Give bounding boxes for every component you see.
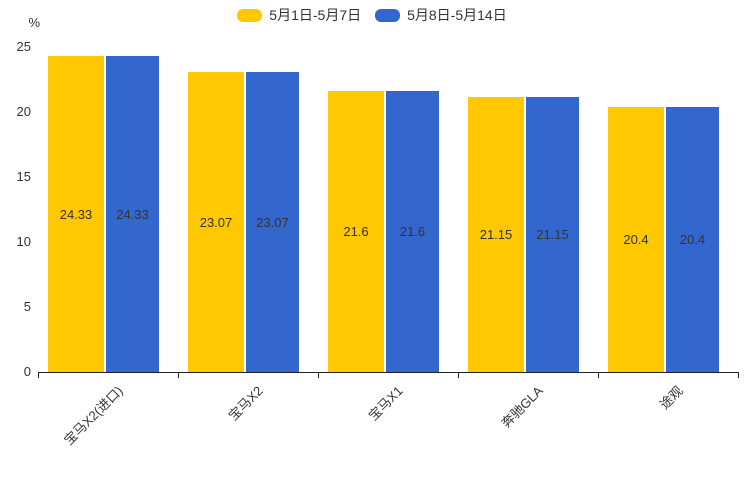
x-category-label: 奔驰GLA (498, 383, 546, 431)
bar-value-label: 21.15 (479, 227, 513, 242)
bar-week1[interactable]: 23.07 (188, 72, 244, 372)
x-axis-tick (458, 372, 459, 378)
bar-week2[interactable]: 21.15 (526, 97, 579, 372)
bar-value-label: 23.07 (199, 214, 233, 230)
y-axis-unit-label: % (28, 15, 40, 30)
bar-value-label: 20.4 (679, 232, 706, 247)
legend-label-week1: 5月1日-5月7日 (269, 7, 362, 23)
bar-week1[interactable]: 24.33 (48, 56, 104, 372)
bar-value-label: 20.4 (623, 232, 649, 247)
y-tick-label: 25 (16, 39, 31, 54)
bar-week2[interactable]: 20.4 (666, 107, 719, 372)
x-category-label: 宝马X1 (365, 383, 406, 424)
y-tick-label: 20 (16, 104, 31, 119)
bar-value-label: 21.15 (536, 227, 569, 242)
x-axis-tick (598, 372, 599, 378)
legend-item-week2[interactable]: 5月8日-5月14日 (375, 8, 507, 22)
legend-swatch-yellow-icon (237, 8, 263, 22)
bar-week1[interactable]: 21.6 (328, 91, 384, 372)
legend-item-week1[interactable]: 5月1日-5月7日 (237, 8, 361, 22)
bar-value-label: 21.6 (399, 224, 426, 239)
x-axis-line (38, 372, 739, 373)
bar-week2[interactable]: 21.6 (386, 91, 439, 372)
y-tick-label: 10 (16, 234, 31, 249)
bar-week1[interactable]: 20.4 (608, 107, 664, 372)
bar-week2[interactable]: 23.07 (246, 72, 299, 372)
x-axis-tick (38, 372, 39, 378)
bar-value-label: 23.07 (256, 214, 289, 230)
legend-swatch-blue-icon (375, 8, 401, 22)
y-tick-label: 0 (23, 364, 31, 379)
x-category-label: 宝马X2(进口) (60, 383, 126, 448)
x-axis-tick (178, 372, 179, 378)
legend-label-week2: 5月8日-5月14日 (407, 7, 507, 23)
bar-value-label: 24.33 (116, 206, 149, 222)
y-tick-label: 15 (16, 169, 31, 184)
x-axis-tick (318, 372, 319, 378)
bar-week2[interactable]: 24.33 (106, 56, 159, 372)
y-tick-label: 5 (23, 299, 31, 314)
x-axis-tick (738, 372, 739, 378)
x-category-label: 途观 (656, 383, 686, 413)
bar-value-label: 21.6 (343, 224, 369, 239)
bar-week1[interactable]: 21.15 (468, 97, 524, 372)
x-category-label: 宝马X2 (225, 383, 266, 424)
legend: 5月1日-5月7日 5月8日-5月14日 (0, 8, 744, 22)
bar-value-label: 24.33 (59, 206, 93, 222)
